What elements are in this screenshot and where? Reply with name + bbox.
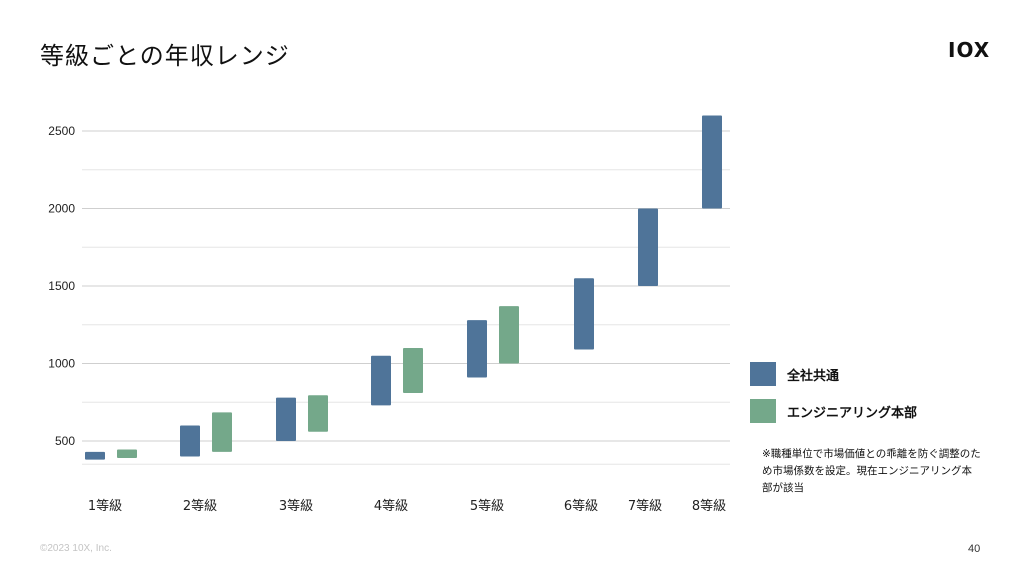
y-tick-label: 2000 [48, 202, 75, 216]
y-tick-label: 2500 [48, 124, 75, 138]
bar-company-range [85, 451, 105, 460]
bar-engineering-range [212, 412, 232, 452]
x-tick-label: 8等級 [692, 498, 726, 514]
y-tick-label: 500 [55, 434, 75, 448]
x-tick-label: 7等級 [628, 498, 662, 514]
legend-item-engineering: エンジニアリング本部 [750, 399, 917, 423]
x-tick-label: 3等級 [279, 498, 313, 514]
legend-label-engineering: エンジニアリング本部 [787, 405, 918, 421]
bar-engineering-range [403, 348, 423, 393]
bar-company-range [371, 355, 391, 406]
x-tick-label: 1等級 [88, 498, 122, 514]
bar-company-range [638, 208, 658, 286]
page-number: 40 [968, 543, 981, 555]
page-title: 等級ごとの年収レンジ [40, 42, 290, 70]
bar-company-range [702, 115, 722, 209]
x-tick-label: 4等級 [374, 498, 408, 514]
legend-swatch-engineering [750, 399, 776, 423]
x-tick-label: 5等級 [470, 498, 504, 514]
x-tick-label: 6等級 [564, 498, 598, 514]
company-logo: IOX [948, 38, 991, 62]
y-tick-label: 1500 [48, 279, 75, 293]
footnote: ※職種単位で市場価値との乖離を防ぐ調整のため市場係数を設定。現在エンジニアリング… [762, 448, 981, 494]
bar-company-range [574, 278, 594, 350]
y-tick-label: 1000 [48, 357, 75, 371]
legend-item-company: 全社共通 [750, 362, 839, 386]
bar-company-range [180, 425, 200, 457]
copyright: ©2023 10X, Inc. [40, 543, 112, 554]
legend-label-company: 全社共通 [787, 368, 840, 384]
x-tick-label: 2等級 [183, 498, 217, 514]
bar-company-range [467, 320, 487, 378]
bar-engineering-range [308, 395, 328, 432]
bar-company-range [276, 397, 296, 441]
legend-swatch-company [750, 362, 776, 386]
bar-engineering-range [499, 306, 519, 364]
bar-engineering-range [117, 449, 137, 459]
